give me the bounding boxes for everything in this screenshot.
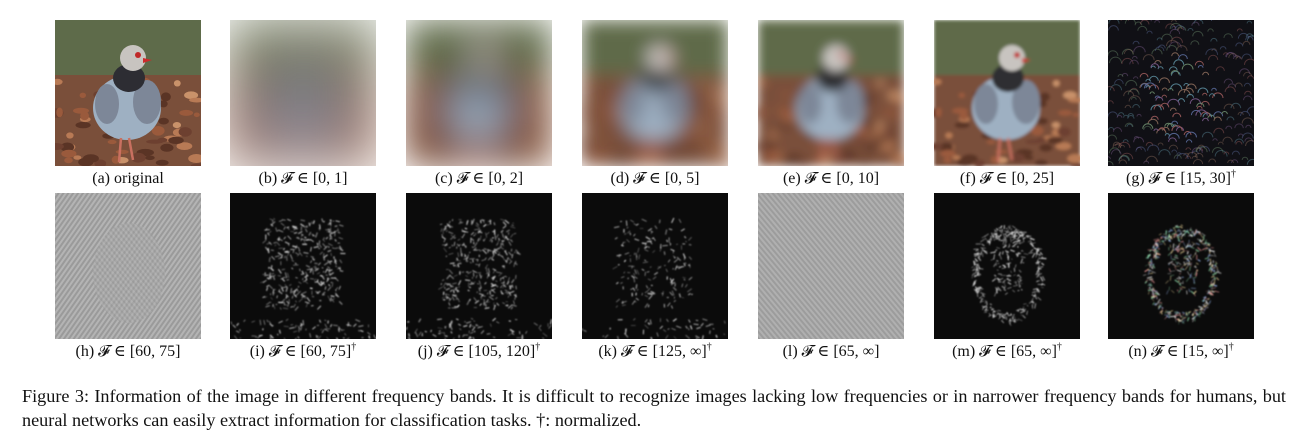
- panel-caption-text: (n) 𝓕 ∈ [15, ∞]: [1128, 343, 1229, 360]
- figure-panel: (e) 𝓕 ∈ [0, 10]: [758, 20, 904, 187]
- panel-caption: (n) 𝓕 ∈ [15, ∞]†: [1088, 341, 1274, 361]
- panel-image: [758, 20, 904, 166]
- figure-panel: (g) 𝓕 ∈ [15, 30]†: [1108, 20, 1254, 187]
- panel-caption-text: (j) 𝓕 ∈ [105, 120]: [417, 343, 536, 360]
- panel-caption: (g) 𝓕 ∈ [15, 30]†: [1088, 168, 1274, 188]
- panel-caption: (f) 𝓕 ∈ [0, 25]: [914, 170, 1100, 188]
- panel-caption-text: (b) 𝓕 ∈ [0, 1]: [258, 170, 348, 187]
- figure-panel: (h) 𝓕 ∈ [60, 75]: [55, 193, 201, 360]
- panel-image: [758, 193, 904, 339]
- panel-image: [582, 20, 728, 166]
- panel-caption-text: (i) 𝓕 ∈ [60, 75]: [249, 343, 352, 360]
- panel-image: [1108, 193, 1254, 339]
- panel-caption: (l) 𝓕 ∈ [65, ∞]: [738, 343, 924, 361]
- panel-image: [230, 193, 376, 339]
- panel-image: [55, 193, 201, 339]
- figure-panel: (a) original: [55, 20, 201, 187]
- panel-caption-text: (m) 𝓕 ∈ [65, ∞]: [952, 343, 1057, 360]
- panel-image: [934, 193, 1080, 339]
- panel-caption-text: (k) 𝓕 ∈ [125, ∞]: [598, 343, 707, 360]
- figure-panel: (j) 𝓕 ∈ [105, 120]†: [406, 193, 552, 360]
- panel-caption-text: (g) 𝓕 ∈ [15, 30]: [1126, 170, 1231, 187]
- panel-image: [55, 20, 201, 166]
- figure-panel: (d) 𝓕 ∈ [0, 5]: [582, 20, 728, 187]
- dagger-mark: †: [1056, 341, 1062, 353]
- panel-caption: (m) 𝓕 ∈ [65, ∞]†: [914, 341, 1100, 361]
- dagger-mark: †: [706, 341, 712, 353]
- panel-caption: (b) 𝓕 ∈ [0, 1]: [210, 170, 396, 188]
- panel-image: [1108, 20, 1254, 166]
- figure-caption: Figure 3: Information of the image in di…: [22, 386, 1286, 430]
- panel-caption-text: (f) 𝓕 ∈ [0, 25]: [959, 170, 1055, 187]
- dagger-mark: †: [1228, 341, 1234, 353]
- figure-panel: (c) 𝓕 ∈ [0, 2]: [406, 20, 552, 187]
- panel-image: [406, 193, 552, 339]
- panel-caption: (k) 𝓕 ∈ [125, ∞]†: [562, 341, 748, 361]
- dagger-mark: †: [351, 341, 357, 353]
- panel-image: [230, 20, 376, 166]
- panel-image: [582, 193, 728, 339]
- figure-panel: (m) 𝓕 ∈ [65, ∞]†: [934, 193, 1080, 360]
- panel-caption-text: (a) original: [92, 170, 164, 187]
- panel-caption-text: (h) 𝓕 ∈ [60, 75]: [75, 343, 181, 360]
- figure-panel: (n) 𝓕 ∈ [15, ∞]†: [1108, 193, 1254, 360]
- panel-caption: (i) 𝓕 ∈ [60, 75]†: [210, 341, 396, 361]
- figure-panel: (b) 𝓕 ∈ [0, 1]: [230, 20, 376, 187]
- panel-caption-text: (e) 𝓕 ∈ [0, 10]: [782, 170, 880, 187]
- panel-caption: (a) original: [35, 170, 221, 188]
- figure-grid: (a) original (b) 𝓕 ∈ [0, 1] (c) 𝓕 ∈ [0, 2]…: [55, 20, 1254, 360]
- figure-panel: (i) 𝓕 ∈ [60, 75]†: [230, 193, 376, 360]
- panel-caption-text: (l) 𝓕 ∈ [65, ∞]: [782, 343, 880, 360]
- panel-caption: (d) 𝓕 ∈ [0, 5]: [562, 170, 748, 188]
- panel-caption: (j) 𝓕 ∈ [105, 120]†: [386, 341, 572, 361]
- dagger-mark: †: [1230, 168, 1236, 180]
- panel-caption: (c) 𝓕 ∈ [0, 2]: [386, 170, 572, 188]
- figure-panel: (k) 𝓕 ∈ [125, ∞]†: [582, 193, 728, 360]
- figure-panel: (f) 𝓕 ∈ [0, 25]: [934, 20, 1080, 187]
- panel-image: [934, 20, 1080, 166]
- panel-caption-text: (d) 𝓕 ∈ [0, 5]: [610, 170, 700, 187]
- dagger-mark: †: [535, 341, 541, 353]
- panel-caption: (e) 𝓕 ∈ [0, 10]: [738, 170, 924, 188]
- panel-caption-text: (c) 𝓕 ∈ [0, 2]: [434, 170, 524, 187]
- figure-panel: (l) 𝓕 ∈ [65, ∞]: [758, 193, 904, 360]
- panel-caption: (h) 𝓕 ∈ [60, 75]: [35, 343, 221, 361]
- panel-image: [406, 20, 552, 166]
